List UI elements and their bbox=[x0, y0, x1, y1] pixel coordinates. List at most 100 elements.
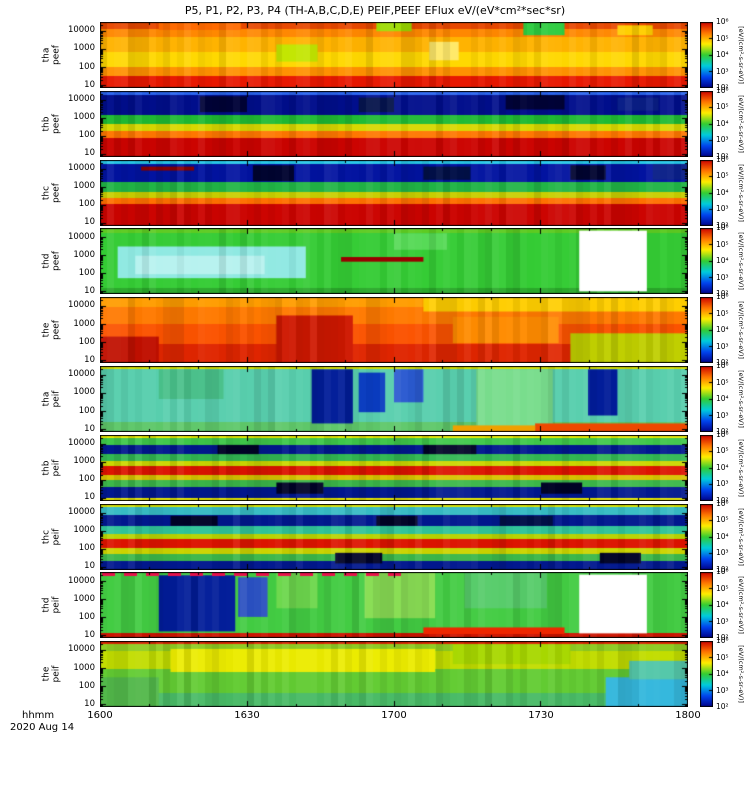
y-tick-label: 10 bbox=[84, 354, 95, 365]
colorbar-tick-label: 10⁴ bbox=[716, 256, 729, 266]
y-tick-label: 10000 bbox=[67, 575, 95, 586]
colorbar-thb-peef bbox=[700, 90, 713, 157]
spectrogram-canvas-tha-peef bbox=[100, 22, 688, 88]
y-tick-label: 100 bbox=[78, 267, 95, 278]
y-tick-label: 10 bbox=[84, 286, 95, 297]
panel-thd-peif: thd peif 10000 1000 100 10 10⁶ 10⁵ 10⁴ 10³ 10² [eV… bbox=[0, 568, 750, 641]
colorbar-tick-label: 10⁶ bbox=[716, 292, 729, 302]
colorbar-tick-label: 10⁵ bbox=[716, 377, 729, 387]
y-tick-label: 10000 bbox=[67, 231, 95, 242]
y-tick-label: 100 bbox=[78, 474, 95, 485]
y-tick-label: 10000 bbox=[67, 93, 95, 104]
colorbar-tick-label: 10⁵ bbox=[716, 446, 729, 456]
colorbar-thb-peif bbox=[700, 434, 713, 501]
spectrogram-canvas-thd-peef bbox=[100, 228, 688, 295]
y-tick-label: 10000 bbox=[67, 644, 95, 655]
panel-thb-peef: thb peef 10000 1000 100 10 10⁶ 10⁵ 10⁴ 10³ 10² [eV… bbox=[0, 87, 750, 160]
y-tick-label: 100 bbox=[78, 611, 95, 622]
colorbar-tick-label: 10⁶ bbox=[716, 567, 729, 577]
colorbar-tick-label: 10³ bbox=[716, 479, 729, 489]
y-tick-label: 100 bbox=[78, 61, 95, 72]
y-tick-label: 10 bbox=[84, 423, 95, 434]
colorbar-thc-peif bbox=[700, 503, 713, 570]
colorbar-tick-label: 10³ bbox=[716, 410, 729, 420]
y-tick-label: 10000 bbox=[67, 25, 95, 36]
colorbar-tick-label: 10⁵ bbox=[716, 652, 729, 662]
colorbar-tick-label: 10⁶ bbox=[716, 223, 729, 233]
colorbar-tha-peef bbox=[700, 22, 713, 88]
colorbar-thd-peef bbox=[700, 228, 713, 295]
x-tick-label: 1730 bbox=[528, 710, 554, 721]
panel-thd-peef: thd peef 10000 1000 100 10 10⁶ 10⁵ 10⁴ 10³ 10² [eV… bbox=[0, 224, 750, 297]
colorbar-tick-label: 10⁶ bbox=[716, 154, 729, 164]
panels-container: tha peef 10000 1000 100 10 10⁶ 10⁵ 10⁴ 10³ 10² [eV… bbox=[0, 18, 750, 712]
colorbar-thd-peif bbox=[700, 572, 713, 639]
colorbar-tick-label: 10³ bbox=[716, 341, 729, 351]
y-tick-label: 10000 bbox=[67, 162, 95, 173]
panel-thc-peef: thc peef 10000 1000 100 10 10⁶ 10⁵ 10⁴ 10³ 10² [eV… bbox=[0, 156, 750, 229]
y-tick-label: 1000 bbox=[73, 180, 95, 191]
colorbar-unit-label: [eV/(cm²-s-sr-eV)] bbox=[737, 370, 745, 428]
y-tick-label: 100 bbox=[78, 405, 95, 416]
colorbar-tha-peif bbox=[700, 366, 713, 432]
colorbar-tick-label: 10⁵ bbox=[716, 33, 729, 43]
y-tick-label: 1000 bbox=[73, 593, 95, 604]
colorbar-tick-label: 10⁴ bbox=[716, 187, 729, 197]
x-axis-tick-labels: 1600 1630 1700 1730 1800 bbox=[0, 710, 750, 724]
spectrogram-canvas-thb-peif bbox=[100, 434, 688, 501]
y-tick-label: 100 bbox=[78, 680, 95, 691]
spectrogram-canvas-thc-peef bbox=[100, 159, 688, 226]
panel-tha-peif: tha peif 10000 1000 100 10 10⁶ 10⁵ 10⁴ 10³ 10² [eV… bbox=[0, 362, 750, 435]
colorbar-tick-label: 10² bbox=[716, 427, 729, 436]
colorbar-tick-label: 10⁶ bbox=[716, 636, 729, 646]
colorbar-tick-label: 10⁴ bbox=[716, 118, 729, 128]
y-tick-label: 10 bbox=[84, 217, 95, 228]
spectrogram-canvas-thd-peif bbox=[100, 572, 688, 639]
colorbar-unit-label: [eV/(cm²-s-sr-eV)] bbox=[737, 232, 745, 291]
colorbar-tick-label: 10² bbox=[716, 358, 729, 368]
y-tick-label: 10 bbox=[84, 492, 95, 503]
colorbar-tick-label: 10³ bbox=[716, 135, 729, 145]
y-tick-label: 1000 bbox=[73, 318, 95, 329]
x-axis-format-label: hhmm bbox=[22, 710, 55, 721]
colorbar-tick-label: 10⁴ bbox=[716, 462, 729, 472]
colorbar-tick-label: 10⁵ bbox=[716, 239, 729, 249]
y-tick-label: 1000 bbox=[73, 387, 95, 398]
y-tick-label: 10000 bbox=[67, 369, 95, 380]
panel-thb-peif: thb peif 10000 1000 100 10 10⁶ 10⁵ 10⁴ 10³ 10² [eV… bbox=[0, 431, 750, 504]
colorbar-unit-label: [eV/(cm²-s-sr-eV)] bbox=[737, 301, 745, 360]
panel-thc-peif: thc peif 10000 1000 100 10 10⁶ 10⁵ 10⁴ 10³ 10² [eV… bbox=[0, 500, 750, 573]
y-tick-label: 10000 bbox=[67, 300, 95, 311]
colorbar-tick-label: 10³ bbox=[716, 272, 729, 282]
colorbar-tick-label: 10³ bbox=[716, 66, 729, 76]
y-tick-label: 100 bbox=[78, 336, 95, 347]
colorbar-the-peif bbox=[700, 641, 713, 708]
colorbar-tick-label: 10² bbox=[716, 702, 729, 712]
x-tick-label: 1600 bbox=[87, 710, 113, 721]
colorbar-tick-label: 10⁵ bbox=[716, 308, 729, 318]
panel-tha-peef: tha peef 10000 1000 100 10 10⁶ 10⁵ 10⁴ 10³ 10² [eV… bbox=[0, 18, 750, 91]
panel-the-peif: the peif 10000 1000 100 10 10⁶ 10⁵ 10⁴ 10³ 10² [eV… bbox=[0, 637, 750, 710]
colorbar-tick-label: 10³ bbox=[716, 548, 729, 558]
spectrogram-canvas-the-peef bbox=[100, 297, 688, 364]
colorbar-tick-label: 10² bbox=[716, 495, 729, 505]
spectrogram-canvas-the-peif bbox=[100, 641, 688, 708]
colorbar-unit-label: [eV/(cm²-s-sr-eV)] bbox=[737, 94, 745, 153]
colorbar-unit-label: [eV/(cm²-s-sr-eV)] bbox=[737, 645, 745, 704]
colorbar-the-peef bbox=[700, 297, 713, 364]
colorbar-tick-label: 10⁴ bbox=[716, 325, 729, 335]
spectrogram-canvas-thb-peef bbox=[100, 90, 688, 157]
y-tick-label: 10 bbox=[84, 79, 95, 90]
panel-the-peef: the peef 10000 1000 100 10 10⁶ 10⁵ 10⁴ 10³ 10² [eV… bbox=[0, 293, 750, 366]
colorbar-thc-peef bbox=[700, 159, 713, 226]
colorbar-tick-label: 10⁵ bbox=[716, 171, 729, 181]
colorbar-unit-label: [eV/(cm²-s-sr-eV)] bbox=[737, 26, 745, 84]
y-tick-label: 1000 bbox=[73, 43, 95, 54]
colorbar-tick-label: 10⁶ bbox=[716, 361, 729, 370]
colorbar-tick-label: 10⁶ bbox=[716, 17, 729, 26]
colorbar-tick-label: 10⁴ bbox=[716, 531, 729, 541]
colorbar-tick-label: 10² bbox=[716, 151, 729, 161]
y-tick-label: 1000 bbox=[73, 112, 95, 123]
y-tick-label: 1000 bbox=[73, 662, 95, 673]
